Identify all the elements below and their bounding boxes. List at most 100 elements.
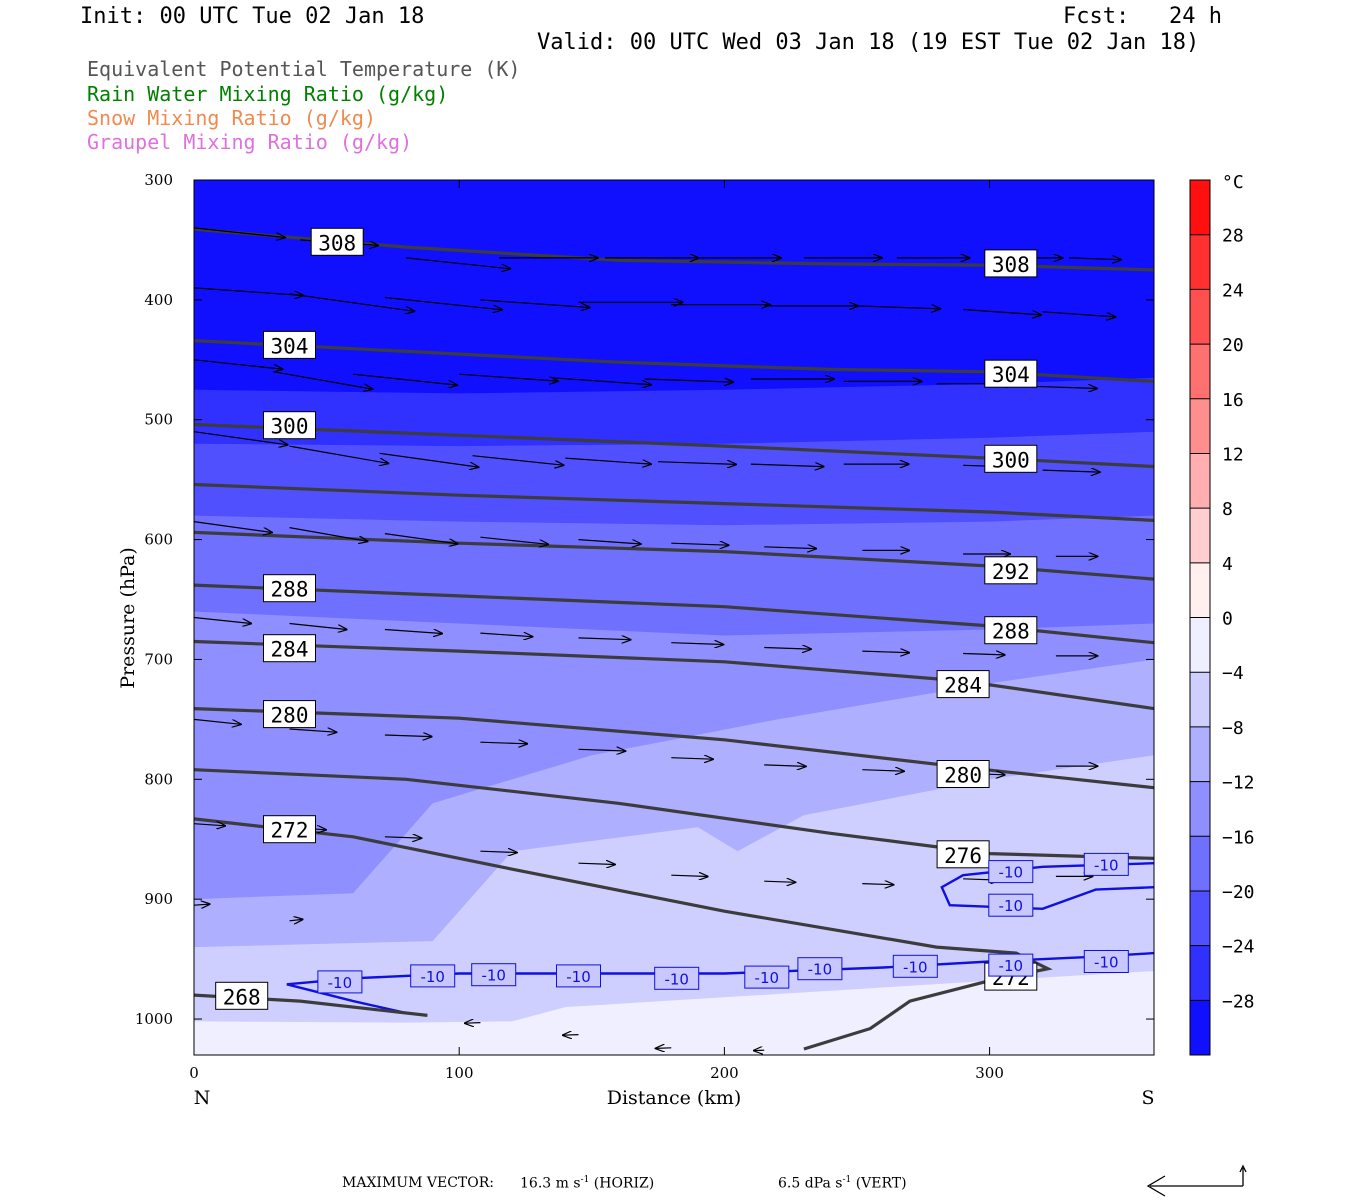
wind-vector bbox=[671, 643, 723, 645]
theta-e-label: 268 bbox=[215, 981, 269, 1010]
wind-vector bbox=[384, 630, 442, 634]
wind-vector bbox=[194, 616, 251, 624]
wind-vector bbox=[764, 881, 795, 882]
wind-vector bbox=[551, 377, 651, 385]
isotherm-label: -10 bbox=[1083, 950, 1129, 973]
wind-vector bbox=[480, 851, 516, 852]
theta-e-label-text: 276 bbox=[944, 844, 982, 868]
x-tick-label: 200 bbox=[710, 1064, 739, 1082]
wind-vector bbox=[750, 464, 824, 467]
theta-e-label-box bbox=[984, 616, 1038, 645]
theta-e-line bbox=[194, 482, 1154, 522]
wind-vector bbox=[1042, 311, 1116, 317]
theta-e-label: 284 bbox=[936, 670, 990, 699]
wind-vector bbox=[480, 742, 527, 744]
isotherm-label-text: -10 bbox=[1094, 954, 1119, 972]
y-tick-label: 1000 bbox=[135, 1010, 173, 1028]
theta-e-label-text: 304 bbox=[271, 334, 309, 358]
colorbar-tick-label: 24 bbox=[1222, 280, 1244, 301]
theta-e-label: 308 bbox=[984, 249, 1038, 278]
x-tick-label: 0 bbox=[189, 1064, 199, 1082]
y-tick-label: 500 bbox=[144, 411, 173, 429]
isotherm-label-text: -10 bbox=[999, 864, 1024, 882]
theta-e-label: 284 bbox=[263, 634, 316, 663]
wind-vectors bbox=[194, 227, 1121, 1051]
wind-vector bbox=[194, 718, 241, 724]
colorbar-swatch bbox=[1190, 453, 1210, 509]
isotherm-label: -10 bbox=[556, 964, 601, 988]
colorbar-swatch bbox=[1190, 726, 1210, 783]
wind-vector bbox=[194, 359, 282, 369]
isotherm-label-text: -10 bbox=[420, 968, 445, 986]
y-tick-label: 400 bbox=[144, 291, 173, 309]
wind-vector bbox=[644, 379, 733, 382]
temp-band bbox=[194, 1055, 1154, 1060]
isotherm-label-text: -10 bbox=[999, 957, 1024, 975]
theta-e-label: 292 bbox=[984, 556, 1038, 585]
theta-e-line bbox=[194, 707, 1154, 790]
valid-time: Valid: 00 UTC Wed 03 Jan 18 (19 EST Tue … bbox=[537, 30, 1200, 55]
wind-vector bbox=[194, 824, 225, 826]
isotherm-label-text: -10 bbox=[1094, 856, 1119, 874]
wind-vector bbox=[289, 293, 415, 311]
isotherm-label: -10 bbox=[317, 970, 363, 994]
theta-e-label: 280 bbox=[936, 760, 990, 788]
theta-e-label: 304 bbox=[263, 330, 316, 359]
wind-vector bbox=[194, 904, 210, 905]
wind-vector bbox=[406, 257, 510, 269]
y-tick-label: 900 bbox=[144, 890, 173, 908]
theta-e-line bbox=[194, 817, 1053, 1051]
wind-vector bbox=[194, 431, 288, 445]
legend-theta-e: Equivalent Potential Temperature (K) bbox=[87, 57, 521, 81]
legend-snow: Snow Mixing Ratio (g/kg) bbox=[87, 106, 376, 130]
wind-vector bbox=[578, 638, 631, 640]
isotherm-label-box bbox=[892, 954, 938, 978]
isotherm-label: -10 bbox=[988, 953, 1034, 977]
isotherm-line bbox=[286, 951, 1154, 986]
colorbar-tick-label: −28 bbox=[1222, 991, 1255, 1012]
init-time: Init: 00 UTC Tue 02 Jan 18 bbox=[80, 4, 425, 29]
wind-vector bbox=[289, 729, 337, 732]
isotherm-label-box bbox=[556, 964, 601, 988]
theta-e-label-text: 268 bbox=[223, 985, 261, 1009]
theta-e-label-text: 284 bbox=[944, 674, 982, 698]
theta-e-label-text: 272 bbox=[271, 819, 309, 843]
isotherm-label-text: -10 bbox=[566, 968, 591, 986]
wind-vector bbox=[480, 633, 532, 637]
wind-vector bbox=[862, 651, 909, 653]
forecast-hour: Fcst: 24 h bbox=[1063, 4, 1222, 29]
y-tick-label: 600 bbox=[144, 531, 173, 549]
theta-e-label-text: 304 bbox=[992, 363, 1030, 387]
theta-e-contours bbox=[194, 227, 1154, 1051]
wind-vector bbox=[963, 308, 1041, 315]
wind-vector bbox=[658, 462, 736, 465]
isotherm-label-box bbox=[1083, 950, 1129, 973]
theta-e-label-box bbox=[263, 330, 316, 359]
theta-e-line bbox=[194, 583, 1154, 645]
theta-e-label-box bbox=[263, 574, 316, 603]
legend-graupel: Graupel Mixing Ratio (g/kg) bbox=[87, 130, 413, 154]
legend-rain-water: Rain Water Mixing Ratio (g/kg) bbox=[87, 82, 449, 106]
theta-e-label-box bbox=[984, 556, 1038, 585]
x-tick-label: 300 bbox=[975, 1064, 1004, 1082]
isotherm-label-box bbox=[988, 893, 1034, 917]
wind-vector bbox=[656, 1048, 672, 1049]
wind-vector bbox=[671, 543, 728, 545]
theta-e-label: 300 bbox=[984, 444, 1038, 473]
wind-vector bbox=[194, 287, 303, 296]
theta-e-label-box bbox=[984, 359, 1038, 388]
x-end-label-north: N bbox=[194, 1087, 211, 1109]
theta-e-label-text: 288 bbox=[992, 620, 1030, 644]
theta-e-label-box bbox=[936, 840, 990, 869]
isotherm-label-box bbox=[317, 970, 363, 994]
isotherm-label-box bbox=[471, 963, 517, 987]
wind-vector bbox=[289, 919, 303, 920]
theta-e-line bbox=[194, 422, 1154, 469]
wind-vector bbox=[764, 648, 811, 650]
wind-vector bbox=[862, 770, 904, 772]
wind-vector bbox=[459, 373, 558, 381]
theta-e-label: 300 bbox=[263, 411, 316, 440]
theta-e-label-text: 280 bbox=[271, 704, 309, 728]
colorbar-tick-label: 0 bbox=[1222, 609, 1233, 630]
colorbar-tick-label: 28 bbox=[1222, 226, 1244, 247]
